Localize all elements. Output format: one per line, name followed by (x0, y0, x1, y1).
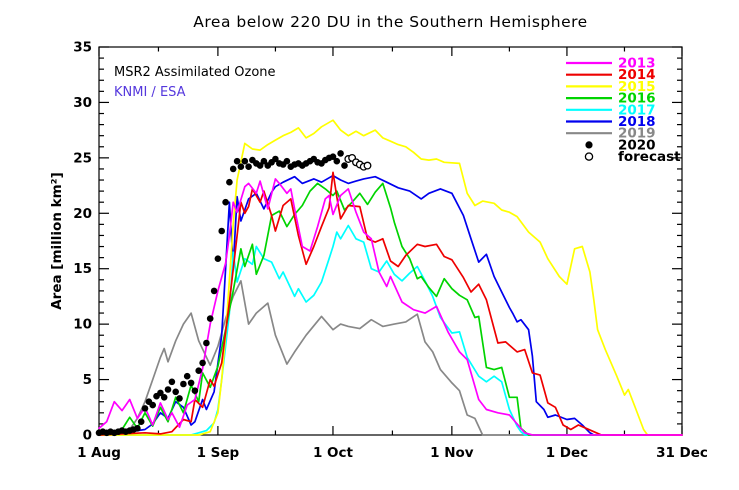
series-line-2013 (98, 178, 683, 436)
series-line-2015 (98, 119, 683, 436)
tick-labels: 1 Aug 1 Sep 1 Oct 1 Nov 1 Dec 31 Dec051015202… (73, 40, 708, 462)
series-line-2014 (98, 171, 683, 436)
legend-label-2020: 2020 (618, 137, 656, 153)
series-markers-2020 (95, 150, 348, 437)
x-tick-label: 1 Sep (197, 445, 240, 461)
annotation-knmi-esa: KNMI / ESA (114, 85, 186, 100)
x-tick-label: 31 Dec (656, 445, 708, 461)
y-tick-label: 5 (83, 372, 92, 388)
legend-label-2017: 2017 (618, 102, 656, 118)
y-tick-label: 35 (73, 40, 92, 56)
legend-open-dot-icon (584, 152, 594, 161)
legend-label-2013: 2013 (618, 56, 656, 72)
annotation-msr2: MSR2 Assimilated Ozone (114, 65, 276, 80)
y-tick-label: 10 (73, 317, 92, 333)
legend-filled-dot-icon (585, 141, 593, 149)
y-tick-label: 0 (83, 428, 92, 444)
y-tick-label: 15 (73, 261, 92, 277)
series-line-2019 (98, 280, 683, 436)
series-line-2018 (98, 174, 683, 436)
y-tick-label: 25 (73, 150, 92, 166)
legend-label-2016: 2016 (618, 91, 656, 107)
y-tick-label: 20 (73, 206, 92, 222)
x-tick-label: 1 Nov (430, 445, 474, 461)
x-tick-label: 1 Oct (313, 445, 354, 461)
x-tick-label: 1 Dec (546, 445, 588, 461)
series-line-2016 (98, 182, 683, 436)
legend-label-2019: 2019 (618, 126, 656, 142)
axes (98, 46, 683, 436)
legend-label-2014: 2014 (618, 67, 656, 83)
y-tick-label: 30 (73, 95, 92, 111)
legend-label-2018: 2018 (618, 114, 656, 130)
legend-label-2015: 2015 (618, 79, 656, 95)
legend-label-forecast: forecast (618, 149, 681, 165)
x-tick-label: 1 Aug (77, 445, 121, 461)
chart-title: Area below 220 DU in the Southern Hemisp… (193, 13, 588, 31)
series-markers-forecast (344, 153, 372, 171)
